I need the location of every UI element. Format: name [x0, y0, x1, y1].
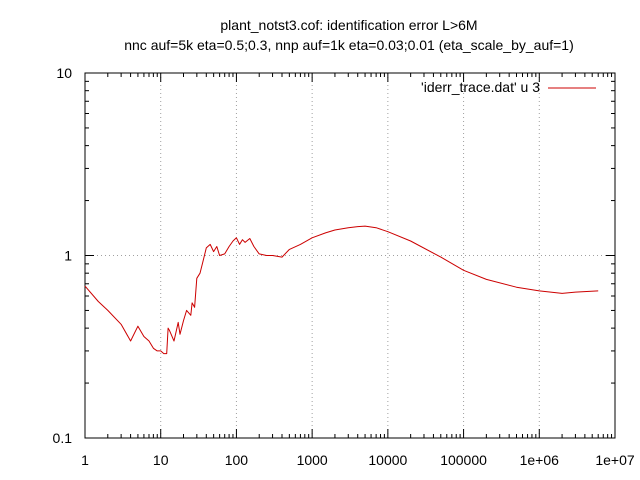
y-tick-label: 1	[64, 248, 72, 264]
series-line	[84, 225, 599, 355]
x-tick-label: 1e+07	[595, 452, 635, 468]
y-tick-label: 10	[56, 65, 72, 81]
grid-lines	[85, 73, 615, 438]
axis-ticks	[84, 72, 616, 439]
legend: 'iderr_trace.dat' u 3	[421, 79, 596, 95]
legend-label: 'iderr_trace.dat' u 3	[421, 79, 540, 95]
chart-subtitle: nnc auf=5k eta=0.5;0.3, nnp auf=1k eta=0…	[124, 37, 574, 53]
x-tick-label: 10000	[368, 452, 407, 468]
x-tick-label: 100	[225, 452, 249, 468]
x-tick-label: 10	[153, 452, 169, 468]
y-tick-label: 0.1	[53, 430, 73, 446]
series-group	[84, 225, 599, 355]
x-tick-label: 100000	[440, 452, 487, 468]
x-tick-label: 1	[81, 452, 89, 468]
axis-tick-labels: 1 10 100 1000 10000 100000 1e+06 1e+07 0.1 1 10	[53, 65, 635, 468]
x-tick-label: 1e+06	[520, 452, 560, 468]
plot-frame	[84, 72, 616, 439]
chart-title: plant_notst3.cof: identification error L…	[220, 17, 477, 33]
x-tick-label: 1000	[297, 452, 328, 468]
